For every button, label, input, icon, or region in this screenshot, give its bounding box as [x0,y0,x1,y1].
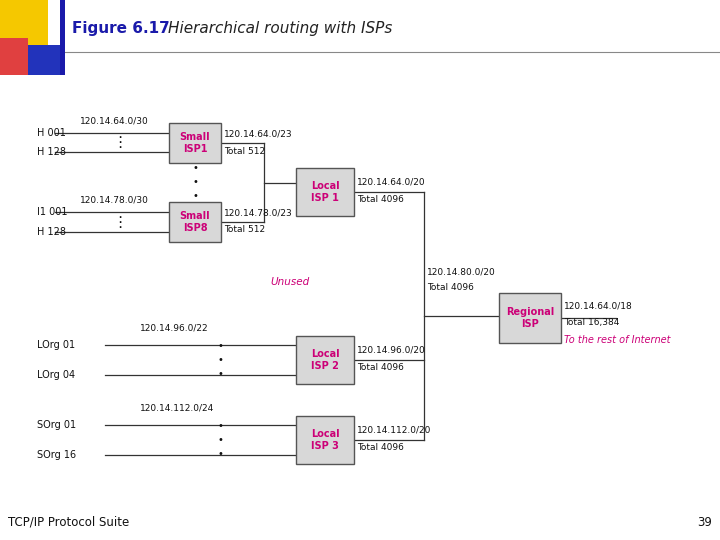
Bar [0,0,48,45]
Text: Total 4096: Total 4096 [357,442,404,451]
Bar [499,293,561,343]
Text: H 001: H 001 [37,128,66,138]
Text: TCP/IP Protocol Suite: TCP/IP Protocol Suite [8,516,130,529]
Text: Regional
ISP: Regional ISP [506,307,554,329]
Text: Small
ISP8: Small ISP8 [180,211,210,233]
Text: Local
ISP 2: Local ISP 2 [311,349,339,371]
Bar [296,336,354,384]
Text: •
•
•: • • • [217,421,223,459]
Text: Total 4096: Total 4096 [357,194,404,204]
Text: ⋮: ⋮ [112,136,127,151]
Text: 120.14.64.0/18: 120.14.64.0/18 [564,301,633,310]
Bar [60,0,65,75]
Bar [296,416,354,464]
Text: Local
ISP 3: Local ISP 3 [311,429,339,451]
Text: Small
ISP1: Small ISP1 [180,132,210,154]
Text: SOrg 01: SOrg 01 [37,420,76,430]
Text: Total 512: Total 512 [224,226,265,234]
Text: Total 16,384: Total 16,384 [564,319,619,327]
Text: 120.14.64.0/30: 120.14.64.0/30 [80,117,149,125]
Bar [0,38,28,75]
Text: 120.14.80.0/20: 120.14.80.0/20 [427,267,496,276]
Text: 39: 39 [697,516,712,529]
Text: Total 4096: Total 4096 [357,362,404,372]
Text: 120.14.64.0/23: 120.14.64.0/23 [224,130,292,138]
Text: 120.14.112.0/20: 120.14.112.0/20 [357,426,431,435]
Text: H 128: H 128 [37,227,66,237]
Text: •
•
•: • • • [217,341,223,379]
Text: Total 4096: Total 4096 [427,284,474,293]
Text: LOrg 04: LOrg 04 [37,370,75,380]
Text: 120.14.96.0/22: 120.14.96.0/22 [140,323,209,333]
Text: Total 512: Total 512 [224,146,265,156]
Text: To the rest of Internet: To the rest of Internet [564,335,670,345]
Text: 120.14.112.0/24: 120.14.112.0/24 [140,403,215,413]
Text: Figure 6.17: Figure 6.17 [72,21,170,36]
Bar [296,168,354,216]
Text: SOrg 16: SOrg 16 [37,450,76,460]
Text: 120.14.78.0/23: 120.14.78.0/23 [224,208,293,218]
Text: H 128: H 128 [37,147,66,157]
Text: LOrg 01: LOrg 01 [37,340,75,350]
Text: ⋮: ⋮ [112,214,127,230]
Text: I1 001: I1 001 [37,207,68,217]
Bar [169,123,221,163]
Text: 120.14.64.0/20: 120.14.64.0/20 [357,178,426,186]
Bar [28,45,60,75]
Bar [169,202,221,242]
Text: Unused: Unused [271,277,310,287]
Text: •
•
•: • • • [192,163,198,201]
Text: 120.14.96.0/20: 120.14.96.0/20 [357,346,426,354]
Text: 120.14.78.0/30: 120.14.78.0/30 [80,195,149,205]
Text: Local
ISP 1: Local ISP 1 [311,181,339,203]
Text: Hierarchical routing with ISPs: Hierarchical routing with ISPs [168,21,392,36]
